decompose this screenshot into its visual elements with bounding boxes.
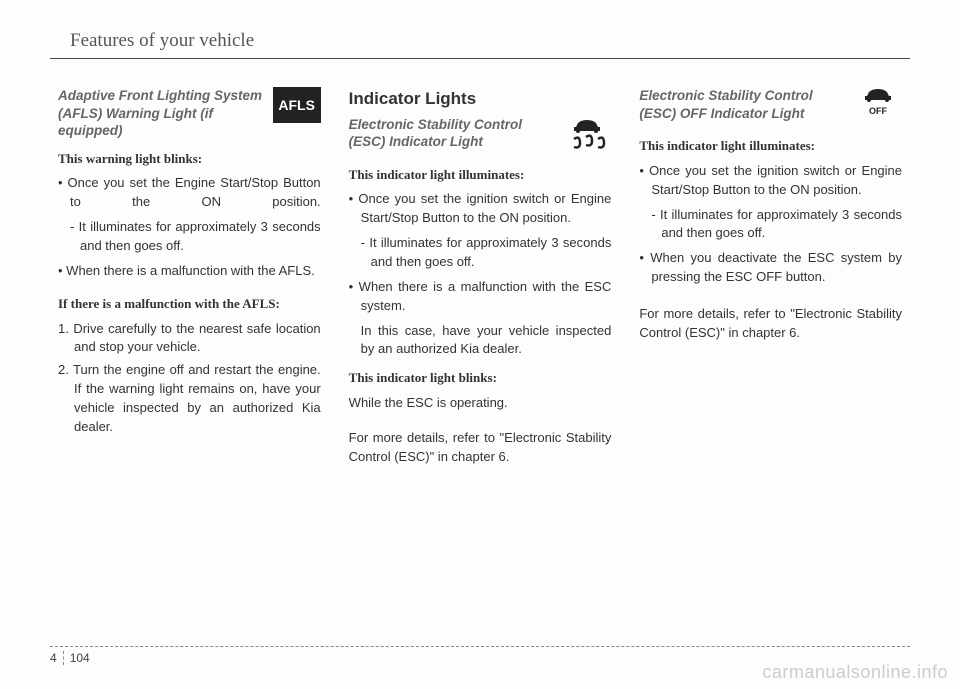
chapter-number: 4: [50, 651, 64, 665]
list-sub-item: It illuminates for approximately 3 secon…: [349, 234, 612, 272]
esc-illum-list-2: When there is a malfunction with the ESC…: [349, 278, 612, 316]
footer-rule: [50, 646, 910, 647]
esc-blinks-heading: This indicator light blinks:: [349, 369, 612, 388]
esc-reference-text: For more details, refer to "Electronic S…: [349, 429, 612, 467]
afls-malfunction-steps: Drive carefully to the nearest safe loca…: [58, 320, 321, 437]
watermark-text: carmanualsonline.info: [762, 662, 948, 683]
list-sub-item: It illuminates for approximately 3 secon…: [639, 206, 902, 244]
esc-skid-icon: [563, 116, 611, 156]
esc-off-reference-text: For more details, refer to "Electronic S…: [639, 305, 902, 343]
afls-malfunction-heading: If there is a malfunction with the AFLS:: [58, 295, 321, 314]
list-item: When there is a malfunction with the ESC…: [349, 278, 612, 316]
esc-title: Electronic Stability Control (ESC) Indic…: [349, 116, 556, 151]
esc-inspect-note: In this case, have your vehicle inspecte…: [349, 322, 612, 360]
list-item: Once you set the ignition switch or Engi…: [349, 190, 612, 228]
column-3: Electronic Stability Control (ESC) OFF I…: [639, 87, 902, 473]
column-1: Adaptive Front Lighting System (AFLS) Wa…: [58, 87, 321, 473]
esc-off-title: Electronic Stability Control (ESC) OFF I…: [639, 87, 846, 122]
list-sub-item: It illuminates for approximately 3 secon…: [58, 218, 321, 256]
esc-off-icon: OFF: [854, 87, 902, 127]
esc-off-illum-list: Once you set the ignition switch or Engi…: [639, 162, 902, 200]
esc-off-illuminates-heading: This indicator light illuminates:: [639, 137, 902, 156]
afls-blinks-list: Once you set the Engine Start/Stop Butto…: [58, 174, 321, 212]
indicator-lights-heading: Indicator Lights: [349, 87, 612, 112]
afls-section-head: Adaptive Front Lighting System (AFLS) Wa…: [58, 87, 321, 140]
list-item: When there is a malfunction with the AFL…: [58, 262, 321, 281]
page-number: 104: [70, 651, 90, 665]
page-header-title: Features of your vehicle: [50, 30, 910, 52]
list-item: Once you set the ignition switch or Engi…: [639, 162, 902, 200]
esc-off-section-head: Electronic Stability Control (ESC) OFF I…: [639, 87, 902, 127]
esc-blinks-text: While the ESC is operating.: [349, 394, 612, 413]
list-item: Turn the engine off and restart the engi…: [58, 361, 321, 436]
svg-text:OFF: OFF: [869, 106, 887, 116]
esc-illum-list: Once you set the ignition switch or Engi…: [349, 190, 612, 228]
afls-title: Adaptive Front Lighting System (AFLS) Wa…: [58, 87, 265, 140]
content-columns: Adaptive Front Lighting System (AFLS) Wa…: [50, 87, 910, 473]
column-2: Indicator Lights Electronic Stability Co…: [349, 87, 612, 473]
afls-blinks-heading: This warning light blinks:: [58, 150, 321, 169]
esc-illuminates-heading: This indicator light illuminates:: [349, 166, 612, 185]
header-rule: [50, 58, 910, 59]
esc-section-head: Electronic Stability Control (ESC) Indic…: [349, 116, 612, 156]
manual-page: Features of your vehicle Adaptive Front …: [0, 0, 960, 689]
list-item: Drive carefully to the nearest safe loca…: [58, 320, 321, 358]
list-item: Once you set the Engine Start/Stop Butto…: [58, 174, 321, 212]
esc-off-illum-list-2: When you deactivate the ESC sys­tem by p…: [639, 249, 902, 287]
afls-blinks-list-2: When there is a malfunction with the AFL…: [58, 262, 321, 281]
list-item: When you deactivate the ESC sys­tem by p…: [639, 249, 902, 287]
afls-badge-icon: AFLS: [273, 87, 321, 123]
